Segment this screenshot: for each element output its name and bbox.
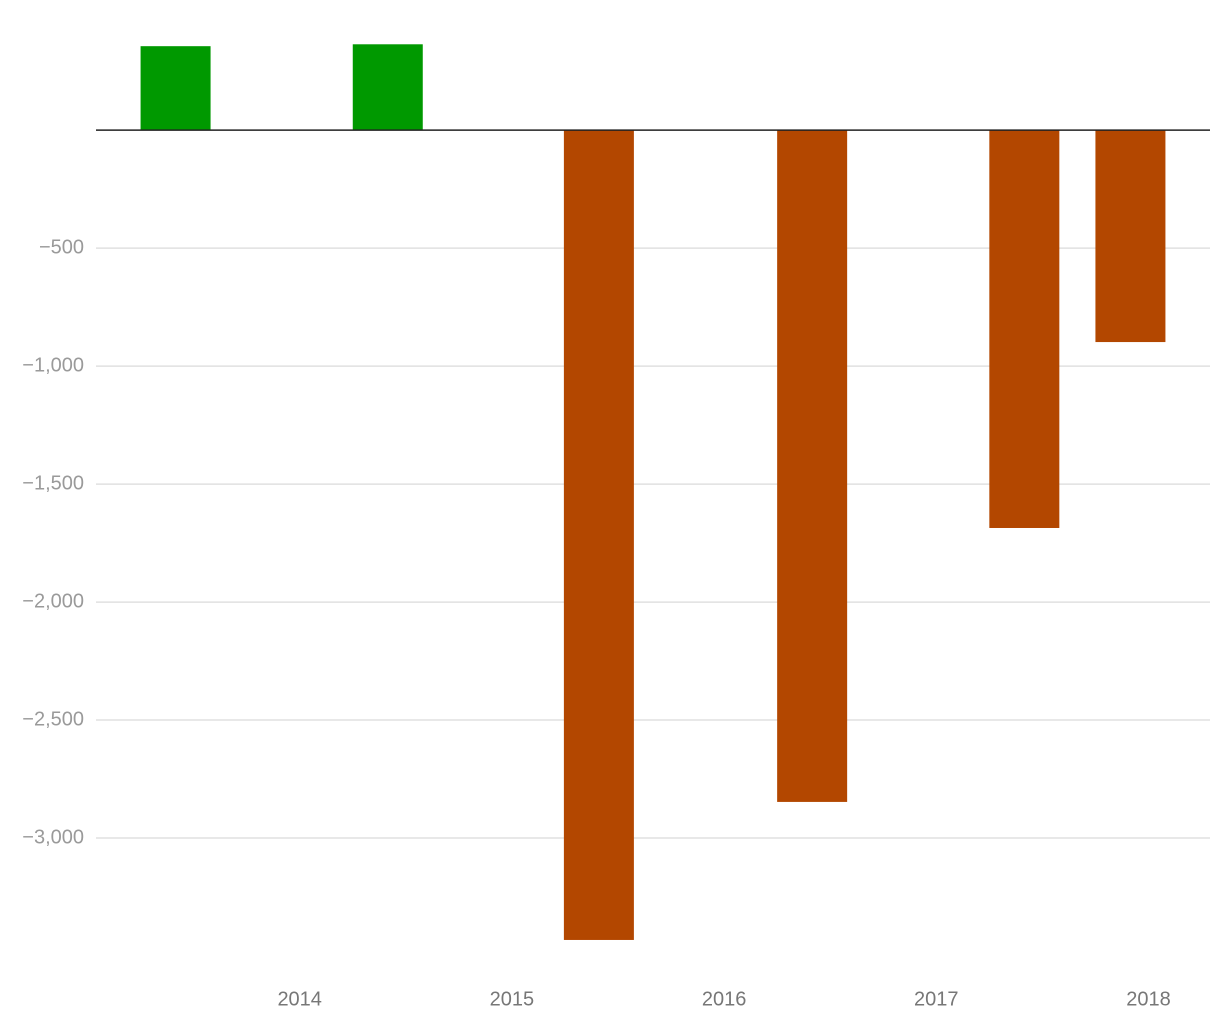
y-tick-label: −3,000 xyxy=(22,826,84,848)
y-tick-label: −500 xyxy=(39,236,84,258)
bar xyxy=(1095,130,1166,343)
bar xyxy=(989,130,1060,528)
bar xyxy=(563,130,634,940)
x-tick-label: 2015 xyxy=(490,988,535,1010)
bar xyxy=(777,130,848,802)
y-tick-label: −1,500 xyxy=(22,472,84,494)
y-tick-label: −2,000 xyxy=(22,590,84,612)
x-tick-label: 2014 xyxy=(277,988,322,1010)
y-tick-label: −2,500 xyxy=(22,708,84,730)
x-tick-label: 2016 xyxy=(702,988,747,1010)
x-tick-label: 2017 xyxy=(914,988,959,1010)
bar xyxy=(140,46,211,131)
y-tick-label: −1,000 xyxy=(22,354,84,376)
x-tick-label: 2018 xyxy=(1126,988,1171,1010)
bar xyxy=(352,44,423,131)
